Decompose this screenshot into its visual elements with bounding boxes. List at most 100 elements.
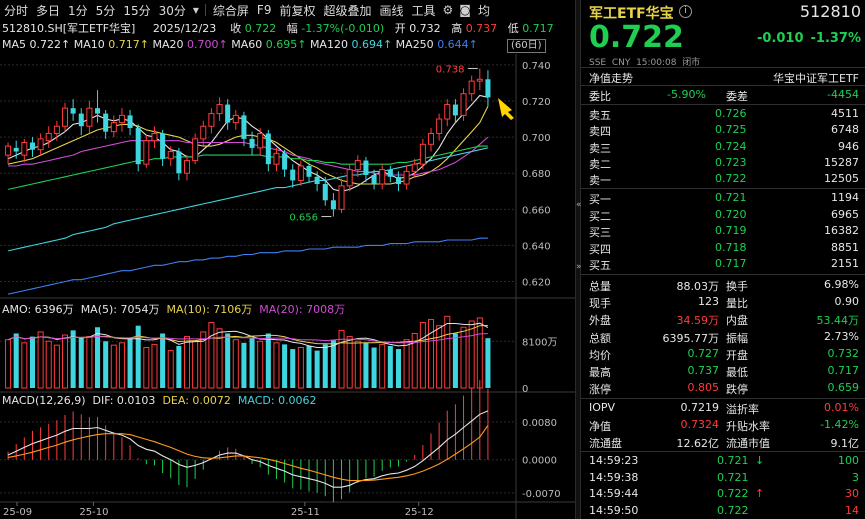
period-selector[interactable]: (60日): [507, 39, 546, 53]
stat-row[interactable]: 总额 6395.77万 振幅 2.73%: [581, 329, 865, 346]
candle-body: [103, 113, 109, 132]
order-level-label: 卖四: [589, 125, 611, 139]
quote-info-line: 512810.SH[军工ETF华宝] 2025/12/23 收 0.722 幅 …: [2, 20, 577, 37]
buy-level-row[interactable]: 买一 0.721 1194: [581, 190, 865, 207]
tick-price: 0.722: [717, 487, 749, 500]
buy-level-row[interactable]: 买二 0.720 6965: [581, 207, 865, 224]
info-icon[interactable]: i: [679, 5, 692, 18]
sell-level-row[interactable]: 卖五 0.726 4511: [581, 106, 865, 123]
adjust-button[interactable]: 前复权: [279, 3, 316, 18]
order-volume: 2151: [831, 257, 859, 271]
kline-chart[interactable]: 0.740 0.720 0.700 0.680 0.660 0.640 0.620 0.738…: [0, 54, 575, 519]
candle-body: [314, 176, 320, 185]
volume-bar: [476, 317, 483, 389]
candle-body: [265, 133, 271, 165]
volume-bar: [387, 345, 393, 388]
down-arrow-icon: ↓: [755, 454, 765, 467]
stat-label: 跌停: [726, 383, 748, 397]
stat-row[interactable]: 均价 0.727 开盘 0.732: [581, 346, 865, 363]
candle-body: [306, 165, 312, 177]
dropdown-chevron-icon[interactable]: ▾: [192, 3, 199, 17]
stat-row[interactable]: 涨停 0.805 跌停 0.659: [581, 380, 865, 397]
candle-body: [460, 93, 467, 116]
collapse-arrow-icon[interactable]: »: [576, 262, 582, 272]
stat-row[interactable]: 外盘 34.59万 内盘 53.44万: [581, 311, 865, 328]
sell-level-row[interactable]: 卖二 0.723 15287: [581, 155, 865, 172]
order-volume: 16382: [824, 224, 859, 238]
candle-body: [452, 104, 458, 116]
buy-level-row[interactable]: 买三 0.719 16382: [581, 223, 865, 240]
tab-multi-day[interactable]: 多日: [36, 3, 61, 18]
candle-body: [322, 184, 328, 201]
x-axis-label: 25-12: [405, 507, 434, 518]
candle-body: [110, 122, 117, 133]
candle-body: [297, 165, 304, 181]
average-toggle[interactable]: 均: [477, 3, 490, 18]
order-level-label: 买五: [589, 259, 611, 273]
tab-15min[interactable]: 15分: [123, 3, 151, 18]
high-label: 高: [451, 22, 463, 35]
ma5-label: MA5: [2, 38, 27, 51]
stat-label: 溢折率: [726, 403, 759, 416]
iopv-row[interactable]: IOPV 0.7219 溢折率 0.01%: [581, 400, 865, 417]
f9-button[interactable]: F9: [256, 3, 272, 17]
order-level-label: 买三: [589, 226, 611, 240]
buy-level-row[interactable]: 买五 0.717 2151: [581, 256, 865, 273]
volume-bar: [363, 342, 369, 388]
close-label: 收: [230, 22, 242, 35]
panel-divider[interactable]: » «: [575, 0, 582, 519]
tick-row[interactable]: 14:59:23 0.721 ↓ 100: [581, 453, 865, 470]
tab-30min[interactable]: 30分: [158, 3, 186, 18]
cursor-arrow-icon: [498, 98, 514, 120]
high-value: 0.737: [465, 22, 498, 35]
sell-level-row[interactable]: 卖三 0.724 946: [581, 139, 865, 156]
weibi-row: 委比 -5.90% 委差 -4454: [581, 87, 865, 104]
order-level-label: 买四: [589, 242, 611, 256]
stat-row[interactable]: 总量 88.03万 换手 6.98%: [581, 277, 865, 294]
tab-5min[interactable]: 5分: [95, 3, 116, 18]
order-volume: 4511: [831, 107, 859, 120]
camera-icon[interactable]: ◙: [459, 3, 471, 17]
candle-body: [216, 104, 223, 115]
stat-label: 升贴水率: [726, 419, 770, 433]
stat-row[interactable]: 最高 0.737 最低 0.717: [581, 363, 865, 380]
sell-level-row[interactable]: 卖四 0.725 6748: [581, 122, 865, 139]
super-overlay-button[interactable]: 超级叠加: [323, 3, 372, 18]
buy-level-row[interactable]: 买四 0.718 8851: [581, 240, 865, 257]
volume-bar: [5, 339, 12, 389]
price-axis-label: 0.640: [522, 241, 551, 252]
tick-row[interactable]: 14:59:50 0.722 14: [581, 503, 865, 519]
iopv-row[interactable]: 净值 0.7324 升贴水率 -1.42%: [581, 417, 865, 434]
stat-value: 6.98%: [824, 278, 859, 291]
stat-label: 流通盘: [589, 436, 622, 450]
candle-body: [151, 132, 158, 142]
volume-bar: [468, 320, 475, 389]
stat-value: 0.717: [827, 364, 860, 377]
tick-row[interactable]: 14:59:38 0.721 3: [581, 470, 865, 487]
draw-line-button[interactable]: 画线: [379, 3, 404, 18]
tab-intraday[interactable]: 分时: [4, 3, 29, 18]
candle-body: [363, 160, 369, 175]
volume-bar: [338, 329, 345, 389]
tab-1min[interactable]: 1分: [68, 3, 88, 18]
composite-screen-button[interactable]: 综合屏: [212, 3, 249, 18]
stat-row[interactable]: 现手 123 量比 0.90: [581, 294, 865, 311]
tick-volume: 30: [845, 487, 859, 500]
collapse-arrow-icon-2[interactable]: «: [576, 200, 582, 210]
order-price: 0.721: [715, 191, 747, 204]
sell-level-row[interactable]: 卖一 0.722 12505: [581, 171, 865, 188]
stat-label: 现手: [589, 297, 611, 311]
settings-icon[interactable]: ⚙: [442, 3, 454, 17]
macd-axis-label: 0.0080: [522, 418, 557, 429]
stat-value: 0.737: [687, 364, 720, 377]
tick-row[interactable]: 14:59:44 0.722 ↑ 30: [581, 486, 865, 503]
iopv-row[interactable]: 流通盘 12.62亿 流通市值 9.1亿: [581, 434, 865, 451]
volume-bar: [45, 340, 52, 389]
candle-body: [95, 108, 101, 114]
candle-body: [387, 169, 393, 177]
nav-trend-link[interactable]: 净值走势: [589, 72, 633, 85]
order-level-label: 卖二: [589, 157, 611, 171]
macd-axis-label: -0.0070: [522, 489, 561, 500]
stat-label: 流通市值: [726, 436, 770, 450]
tools-button[interactable]: 工具: [411, 3, 436, 18]
